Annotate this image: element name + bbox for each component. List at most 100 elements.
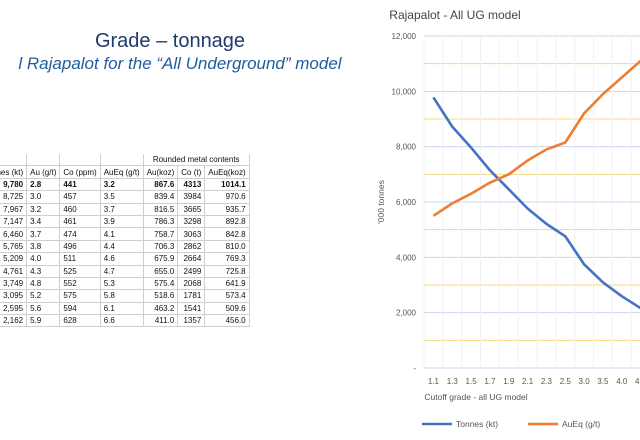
y-tick-label: -	[413, 364, 416, 373]
table-cell: 2862	[177, 239, 206, 254]
table-cell: 7,147	[0, 214, 28, 229]
table-cell: 6.1	[99, 301, 144, 316]
table-cell: 641.9	[204, 276, 250, 291]
table-row: 5,209 4.0 511 4.6 675.9 2664 769.3	[0, 252, 250, 266]
table-cell: 1014.1	[204, 177, 250, 192]
table-cell: 2.8	[26, 177, 61, 192]
table-cell: 725.8	[204, 264, 250, 278]
y-tick-label: 8,000	[396, 143, 417, 152]
table-cell: 509.6	[204, 301, 250, 316]
table-cell: 8,725	[0, 190, 28, 204]
table-cell: 4.3	[26, 264, 61, 278]
x-tick-label: 1.5	[466, 377, 478, 386]
tonnes-series-line	[432, 96, 640, 310]
table-cell: 3665	[177, 202, 206, 216]
table-cell: 3.7	[26, 227, 61, 241]
table-cell: 4.1	[99, 227, 144, 241]
x-axis-ticks: 1.1 1.3 1.5 1.7 1.9 2.1 2.3 2.5 3.0 3.5 4.0 4.5	[428, 377, 640, 386]
y-tick-label: 4,000	[396, 253, 417, 262]
x-tick-label: 1.1	[428, 377, 440, 386]
table-cell: 518.6	[142, 289, 179, 303]
y-tick-label: 10,000	[392, 87, 417, 96]
table-cell: 3.2	[26, 202, 61, 216]
column-header: AuEq(koz)	[204, 165, 250, 179]
table-cell: 7,967	[0, 202, 28, 216]
table-header-spacer	[26, 154, 61, 167]
x-tick-label: 3.5	[597, 377, 609, 386]
column-header: Co (t)	[177, 165, 206, 179]
table-cell: 628	[59, 314, 101, 328]
table-cell: 867.6	[142, 177, 179, 192]
y-axis-ticks: - 2,000 4,000 6,000 8,000 10,000 12,000	[392, 32, 417, 373]
table-cell: 935.7	[204, 202, 250, 216]
table-cell: 9,780	[0, 177, 28, 192]
table-cell: 594	[59, 301, 101, 316]
table-cell: 4313	[177, 177, 206, 192]
x-tick-label: 2.5	[560, 377, 572, 386]
table-cell: 2,595	[0, 301, 28, 316]
table-cell: 511	[59, 252, 101, 266]
x-tick-label: 1.3	[447, 377, 459, 386]
table-cell: 816.5	[142, 202, 179, 216]
column-header: Au (g/t)	[26, 165, 61, 179]
table-cell: 3,095	[0, 289, 28, 303]
table-cell: 706.3	[142, 239, 179, 254]
legend-label-aueq: AuEq (g/t)	[562, 419, 600, 429]
table-cell: 552	[59, 276, 101, 291]
table-cell: 2,162	[0, 314, 28, 328]
table-cell: 5.2	[26, 289, 61, 303]
table-cell: 575	[59, 289, 101, 303]
table-cell: 5,209	[0, 252, 28, 266]
table-row: 3,749 4.8 552 5.3 575.4 2068 641.9	[0, 276, 250, 291]
table-header-spacer	[99, 154, 144, 167]
legend-label-tonnes: Tonnes (kt)	[456, 419, 498, 429]
x-axis-label: Cutoff grade - all UG model	[424, 392, 527, 402]
table-cell: 3.8	[26, 239, 61, 254]
table-cell: 4.7	[99, 264, 144, 278]
table-cell: 675.9	[142, 252, 179, 266]
table-row: 5,765 3.8 496 4.4 706.3 2862 810.0	[0, 239, 250, 254]
table-cell: 842.8	[204, 227, 250, 241]
x-tick-label: 1.9	[503, 377, 515, 386]
y-tick-label: 2,000	[396, 309, 417, 318]
table-cell: 573.4	[204, 289, 250, 303]
table-cell: 769.3	[204, 252, 250, 266]
table-cell: 3984	[177, 190, 206, 204]
table-cell: 6,460	[0, 227, 28, 241]
table-cell: 3.4	[26, 214, 61, 229]
table-cell: 496	[59, 239, 101, 254]
x-tick-label: 3.0	[579, 377, 591, 386]
table-cell: 5,765	[0, 239, 28, 254]
table-header-spacer	[0, 154, 28, 167]
table-group-header-row: Rounded metal contents	[0, 154, 250, 167]
table-cell: 441	[59, 177, 101, 192]
table-cell: 5.9	[26, 314, 61, 328]
table-row: 7,147 3.4 461 3.9 786.3 3298 892.8	[0, 214, 250, 229]
table-cell: 3063	[177, 227, 206, 241]
table-cell: 463.2	[142, 301, 179, 316]
grade-tonnage-table: Rounded metal contents nnes (kt) Au (g/t…	[0, 154, 250, 328]
column-header: Co (ppm)	[59, 165, 101, 179]
table-cell: 655.0	[142, 264, 179, 278]
table-cell: 525	[59, 264, 101, 278]
table-cell: 575.4	[142, 276, 179, 291]
table-cell: 1781	[177, 289, 206, 303]
slide-subtitle: l Rajapalot for the “All Underground” mo…	[18, 54, 342, 73]
table-cell: 3.2	[99, 177, 144, 192]
table-cell: 1357	[177, 314, 206, 328]
y-tick-label: 6,000	[396, 198, 417, 207]
table-cell: 3.0	[26, 190, 61, 204]
table-cell: 411.0	[142, 314, 179, 328]
table-cell: 4.8	[26, 276, 61, 291]
table-row: 4,761 4.3 525 4.7 655.0 2499 725.8	[0, 264, 250, 278]
table-cell: 457	[59, 190, 101, 204]
table-cell: 461	[59, 214, 101, 229]
chart-title: Rajapalot - All UG model	[389, 8, 520, 22]
chart-series	[432, 59, 640, 310]
table-cell: 786.3	[142, 214, 179, 229]
slide-title: Grade – tonnage	[94, 30, 246, 52]
table-cell: 4.4	[99, 239, 144, 254]
table-cell: 5.8	[99, 289, 144, 303]
table-cell: 1541	[177, 301, 206, 316]
table-row: 6,460 3.7 474 4.1 758.7 3063 842.8	[0, 227, 250, 241]
